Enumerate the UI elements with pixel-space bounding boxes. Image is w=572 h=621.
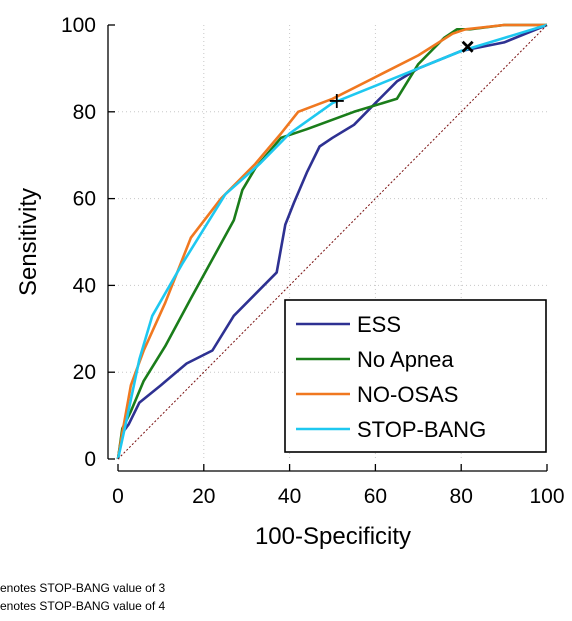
legend-box — [284, 299, 547, 453]
legend-label: STOP-BANG — [357, 417, 486, 442]
y-tick-label: 80 — [73, 101, 96, 124]
tick-labels: 0 20 40 60 80 100 0 20 40 60 80 100 — [61, 14, 565, 508]
y-axis-title: Sensitivity — [15, 188, 42, 296]
x-tick-label: 0 — [112, 485, 124, 508]
y-tick-label: 100 — [61, 14, 96, 37]
series-line-ess — [116, 23, 548, 460]
x-tick-label: 80 — [450, 485, 473, 508]
markers-group — [329, 40, 474, 108]
footnote-2: enotes STOP-BANG value of 4 — [0, 599, 166, 613]
x-tick-label: 60 — [364, 485, 387, 508]
y-tick-label: 40 — [73, 274, 96, 297]
axes — [107, 24, 548, 472]
reference-diagonal-line — [117, 24, 548, 460]
footnote-1: enotes STOP-BANG value of 3 — [0, 581, 166, 595]
legend-label: ESS — [357, 312, 401, 337]
legend-label: NO-OSAS — [357, 382, 458, 407]
x-tick-label: 20 — [192, 485, 215, 508]
cross-marker — [461, 40, 474, 53]
series-line-no-apnea — [116, 23, 547, 460]
plus-marker — [329, 93, 344, 108]
legend: ESS No Apnea NO-OSAS STOP-BANG — [284, 299, 547, 453]
x-axis-title: 100-Specificity — [255, 523, 411, 550]
grid — [118, 25, 547, 459]
y-tick-label: 20 — [73, 361, 96, 384]
y-tick-label: 0 — [84, 448, 96, 471]
y-tick-label: 60 — [73, 188, 96, 211]
series-group — [116, 23, 548, 460]
series-line-stop-bang — [116, 23, 548, 460]
x-tick-label: 100 — [529, 485, 564, 508]
legend-label: No Apnea — [357, 347, 454, 372]
x-tick-label: 40 — [278, 485, 301, 508]
